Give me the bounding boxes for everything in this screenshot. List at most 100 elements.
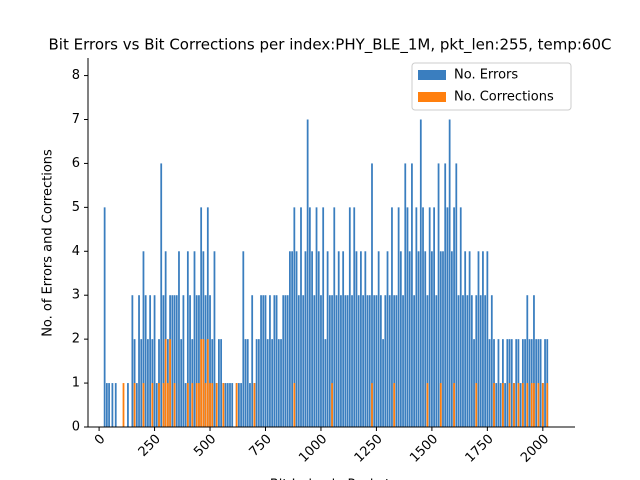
- bar: [375, 295, 378, 427]
- bar: [320, 295, 322, 427]
- bar: [193, 251, 196, 427]
- bar: [105, 383, 108, 427]
- x-tick-label: 500: [191, 432, 219, 460]
- bar: [333, 207, 336, 427]
- bar: [200, 339, 203, 427]
- bar: [521, 383, 524, 427]
- y-tick-label: 0: [72, 420, 80, 435]
- bar: [262, 295, 265, 427]
- bar: [235, 383, 238, 427]
- bar: [291, 251, 294, 427]
- bar: [162, 383, 165, 427]
- bar: [364, 251, 367, 427]
- bar: [331, 295, 333, 427]
- bar: [424, 251, 427, 427]
- bar: [437, 163, 440, 427]
- bar: [242, 251, 245, 427]
- bar: [169, 339, 171, 427]
- bar: [519, 383, 522, 427]
- bar: [273, 295, 276, 427]
- bar: [220, 339, 223, 427]
- bar: [158, 383, 160, 427]
- bar: [200, 207, 203, 427]
- bar: [499, 383, 502, 427]
- bar: [541, 383, 544, 427]
- bar: [142, 251, 145, 427]
- bar: [506, 339, 509, 427]
- bar: [313, 295, 316, 427]
- bar: [135, 383, 138, 427]
- bar: [282, 295, 285, 427]
- chart-title: Bit Errors vs Bit Corrections per index:…: [49, 36, 612, 55]
- bar: [459, 207, 462, 427]
- bar: [508, 339, 511, 427]
- bar: [164, 339, 167, 427]
- bar: [166, 339, 169, 427]
- bar: [293, 207, 296, 427]
- bar: [275, 295, 278, 427]
- bar: [546, 383, 549, 427]
- bar: [362, 295, 365, 427]
- bar: [260, 295, 262, 427]
- bar: [162, 295, 165, 427]
- bar: [521, 339, 524, 427]
- bar: [475, 383, 478, 427]
- bar: [391, 207, 393, 427]
- bar: [413, 295, 416, 427]
- bar: [435, 295, 438, 427]
- bar: [377, 251, 380, 427]
- bar: [218, 339, 220, 427]
- bar: [433, 207, 436, 427]
- bar: [133, 339, 136, 427]
- bar: [155, 383, 158, 427]
- bar: [502, 339, 504, 427]
- bar: [142, 383, 145, 427]
- bar: [149, 295, 152, 427]
- bar: [308, 207, 311, 427]
- bar: [253, 383, 256, 427]
- bar: [211, 339, 214, 427]
- bar: [178, 251, 180, 427]
- bar: [537, 383, 540, 427]
- bar: [399, 251, 402, 427]
- bar: [206, 339, 209, 427]
- bar: [315, 207, 318, 427]
- y-tick-label: 6: [72, 156, 80, 171]
- bar: [186, 383, 189, 427]
- bar: [373, 295, 376, 427]
- bar: [453, 207, 455, 427]
- bar: [108, 383, 110, 427]
- bar: [293, 383, 296, 427]
- bar: [251, 295, 254, 427]
- y-axis-label: No. of Errors and Corrections: [41, 149, 56, 337]
- bar: [355, 251, 358, 427]
- x-tick-label: 750: [247, 432, 275, 460]
- bar: [151, 339, 154, 427]
- bar: [468, 251, 471, 427]
- bar: [386, 251, 389, 427]
- x-tick-label: 1500: [407, 432, 441, 466]
- bar: [240, 383, 242, 427]
- bar: [486, 251, 489, 427]
- bar: [453, 383, 455, 427]
- bar: [280, 339, 282, 427]
- y-tick-label: 3: [72, 288, 80, 303]
- legend-label: No. Errors: [454, 68, 518, 83]
- bar: [244, 339, 247, 427]
- bar: [450, 251, 453, 427]
- bar: [502, 383, 504, 427]
- bar: [173, 383, 176, 427]
- bar: [439, 251, 442, 427]
- bar: [353, 207, 356, 427]
- bar: [224, 383, 227, 427]
- bar: [351, 295, 353, 427]
- bar: [324, 339, 327, 427]
- bar: [417, 251, 420, 427]
- bar: [510, 339, 513, 427]
- bar: [229, 383, 231, 427]
- legend-label: No. Corrections: [454, 90, 554, 105]
- bar: [533, 383, 535, 427]
- bar: [464, 251, 467, 427]
- bar: [269, 295, 271, 427]
- bar: [277, 339, 280, 427]
